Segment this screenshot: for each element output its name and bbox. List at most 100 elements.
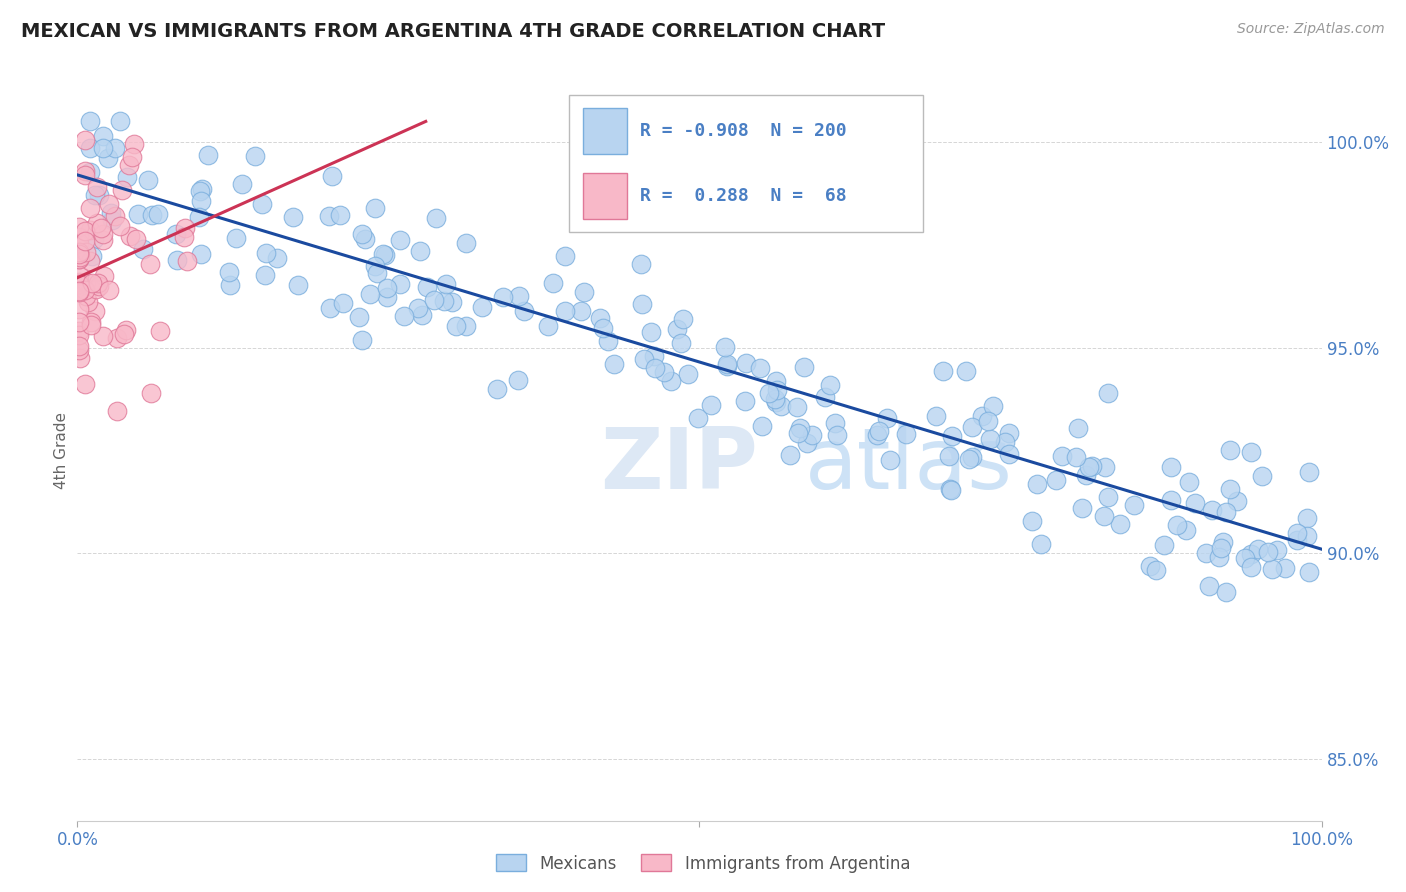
Point bbox=[665, 322, 688, 336]
Point bbox=[125, 232, 148, 246]
Point bbox=[425, 211, 447, 226]
Point bbox=[1097, 386, 1119, 401]
Point bbox=[67, 246, 90, 260]
Point bbox=[1219, 442, 1241, 457]
Point bbox=[962, 450, 984, 464]
Point bbox=[894, 427, 917, 442]
Point bbox=[630, 257, 652, 271]
Point bbox=[374, 247, 396, 261]
Point bbox=[416, 280, 439, 294]
Point bbox=[1092, 508, 1115, 523]
Point bbox=[796, 435, 818, 450]
Point bbox=[1211, 541, 1233, 555]
Point bbox=[146, 207, 169, 221]
Point bbox=[749, 361, 772, 376]
Point bbox=[508, 373, 530, 387]
Point bbox=[73, 168, 96, 182]
Point bbox=[1226, 494, 1249, 508]
Point bbox=[569, 304, 592, 318]
Point bbox=[513, 304, 536, 318]
Point bbox=[669, 336, 692, 351]
Point bbox=[1215, 585, 1237, 599]
Point bbox=[87, 276, 110, 290]
Point bbox=[191, 182, 214, 196]
Point bbox=[1123, 498, 1146, 512]
Point bbox=[1166, 517, 1188, 532]
Point bbox=[1219, 482, 1241, 496]
Point bbox=[67, 327, 90, 342]
FancyBboxPatch shape bbox=[582, 173, 627, 219]
Point bbox=[818, 378, 841, 392]
Y-axis label: 4th Grade: 4th Grade bbox=[53, 412, 69, 489]
Point bbox=[73, 163, 96, 178]
Point bbox=[633, 352, 655, 367]
Point bbox=[643, 349, 665, 363]
Point bbox=[69, 250, 91, 264]
Point bbox=[197, 147, 219, 161]
Point bbox=[250, 197, 273, 211]
Point bbox=[90, 221, 112, 235]
Legend: Mexicans, Immigrants from Argentina: Mexicans, Immigrants from Argentina bbox=[489, 847, 917, 880]
FancyBboxPatch shape bbox=[582, 108, 627, 153]
Point bbox=[1081, 458, 1104, 473]
Point bbox=[91, 329, 114, 343]
Point bbox=[440, 294, 463, 309]
Point bbox=[596, 334, 619, 348]
Point bbox=[328, 208, 350, 222]
Point bbox=[979, 432, 1001, 446]
Point bbox=[793, 360, 815, 375]
Point bbox=[67, 244, 90, 259]
Point bbox=[366, 267, 388, 281]
Point bbox=[1029, 537, 1052, 551]
Point bbox=[79, 223, 101, 237]
Point bbox=[1240, 560, 1263, 574]
Point bbox=[79, 254, 101, 268]
Point bbox=[287, 277, 309, 292]
Point bbox=[592, 320, 614, 334]
Point bbox=[786, 401, 808, 415]
Point bbox=[735, 356, 758, 370]
Point bbox=[659, 374, 682, 388]
Point bbox=[1234, 550, 1257, 565]
Point bbox=[652, 366, 675, 380]
Text: atlas: atlas bbox=[806, 424, 1014, 507]
Point bbox=[1198, 579, 1220, 593]
Point bbox=[67, 229, 90, 244]
Point bbox=[765, 395, 787, 409]
Point bbox=[174, 221, 197, 235]
Point bbox=[543, 276, 565, 290]
Point bbox=[389, 233, 412, 247]
Point bbox=[105, 331, 128, 345]
Point bbox=[1066, 450, 1088, 465]
Point bbox=[104, 141, 127, 155]
Point bbox=[243, 149, 266, 163]
Text: Source: ZipAtlas.com: Source: ZipAtlas.com bbox=[1237, 22, 1385, 37]
Point bbox=[938, 450, 960, 464]
Point bbox=[69, 351, 91, 366]
Point bbox=[112, 327, 135, 342]
Point bbox=[644, 361, 666, 376]
Point bbox=[73, 283, 96, 297]
Point bbox=[176, 254, 198, 268]
Point bbox=[84, 187, 107, 202]
Point bbox=[141, 208, 163, 222]
Point bbox=[79, 201, 101, 215]
Point bbox=[364, 259, 387, 273]
Point bbox=[86, 216, 108, 230]
Point bbox=[1097, 490, 1119, 504]
Point bbox=[787, 426, 810, 441]
Point bbox=[433, 294, 456, 309]
Point bbox=[1215, 505, 1237, 519]
Point bbox=[91, 128, 114, 143]
Point bbox=[456, 236, 478, 251]
Point bbox=[69, 285, 91, 299]
Point bbox=[266, 251, 288, 265]
Point bbox=[87, 188, 110, 202]
Point bbox=[218, 265, 240, 279]
Point bbox=[955, 364, 977, 378]
Point bbox=[190, 194, 212, 208]
Point bbox=[371, 247, 394, 261]
Point bbox=[686, 411, 709, 425]
Point bbox=[67, 343, 90, 358]
Point bbox=[91, 141, 114, 155]
